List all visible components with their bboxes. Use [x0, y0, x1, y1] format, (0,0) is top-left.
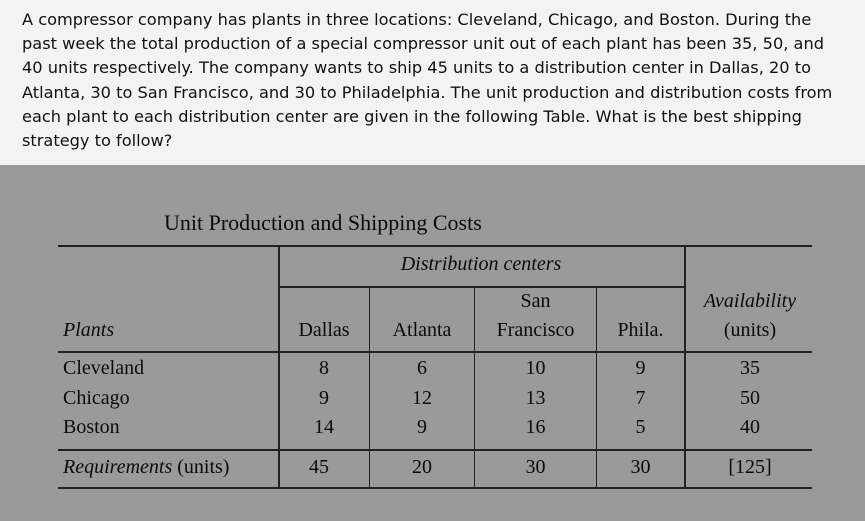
requirement-cell: 30	[525, 456, 546, 478]
rule-header	[58, 351, 812, 353]
cost-cell: 8	[319, 357, 329, 379]
vrule-plants	[278, 246, 280, 488]
cost-cell: 14	[314, 416, 334, 438]
plant-name: Cleveland	[63, 357, 145, 379]
availability-cell: 50	[740, 387, 760, 409]
vrule-availability	[684, 246, 686, 488]
vrule-dallas	[369, 287, 370, 488]
cost-cell: 9	[417, 416, 427, 438]
cost-cell: 16	[525, 416, 546, 438]
requirement-total: [125]	[728, 456, 772, 478]
cost-cell: 9	[319, 387, 329, 409]
requirements-word: Requirements	[63, 456, 173, 478]
requirements-units: (units)	[172, 456, 230, 478]
requirement-cell: 20	[412, 456, 432, 478]
cost-cell: 6	[417, 357, 427, 379]
availability-cell: 35	[740, 357, 760, 379]
rule-body	[58, 449, 812, 451]
cost-cell: 5	[635, 416, 646, 438]
cost-cell: 10	[525, 357, 546, 379]
rule-group	[278, 286, 684, 288]
rule-top	[58, 245, 812, 247]
availability-header: Availability	[703, 290, 797, 312]
col-atlanta: Atlanta	[392, 319, 452, 341]
plants-header: Plants	[63, 319, 115, 341]
group-header: Distribution centers	[400, 253, 562, 275]
col-dallas: Dallas	[298, 319, 350, 341]
availability-units: (units)	[723, 319, 777, 341]
col-sf-line2: Francisco	[496, 319, 575, 341]
problem-statement: A compressor company has plants in three…	[0, 0, 865, 165]
cost-table-figure: Unit Production and Shipping Costs Distr…	[0, 165, 865, 521]
table-title: Unit Production and Shipping Costs	[164, 210, 482, 235]
col-phila: Phila.	[617, 319, 664, 341]
vrule-sf	[596, 287, 597, 488]
problem-text: A compressor company has plants in three…	[22, 10, 833, 151]
availability-cell: 40	[740, 416, 760, 438]
requirement-cell: 30	[630, 456, 651, 478]
requirements-label: Requirements (units)	[63, 456, 229, 479]
cost-cell: 12	[412, 387, 432, 409]
plant-name: Boston	[63, 416, 120, 438]
cost-cell: 13	[525, 387, 546, 409]
vrule-atlanta	[474, 287, 475, 488]
requirement-cell: 45	[309, 456, 329, 478]
rule-bottom	[58, 487, 812, 489]
cost-cell: 9	[635, 357, 646, 379]
cost-cell: 7	[635, 387, 646, 409]
col-sf-line1: San	[520, 290, 551, 312]
plant-name: Chicago	[63, 387, 130, 409]
